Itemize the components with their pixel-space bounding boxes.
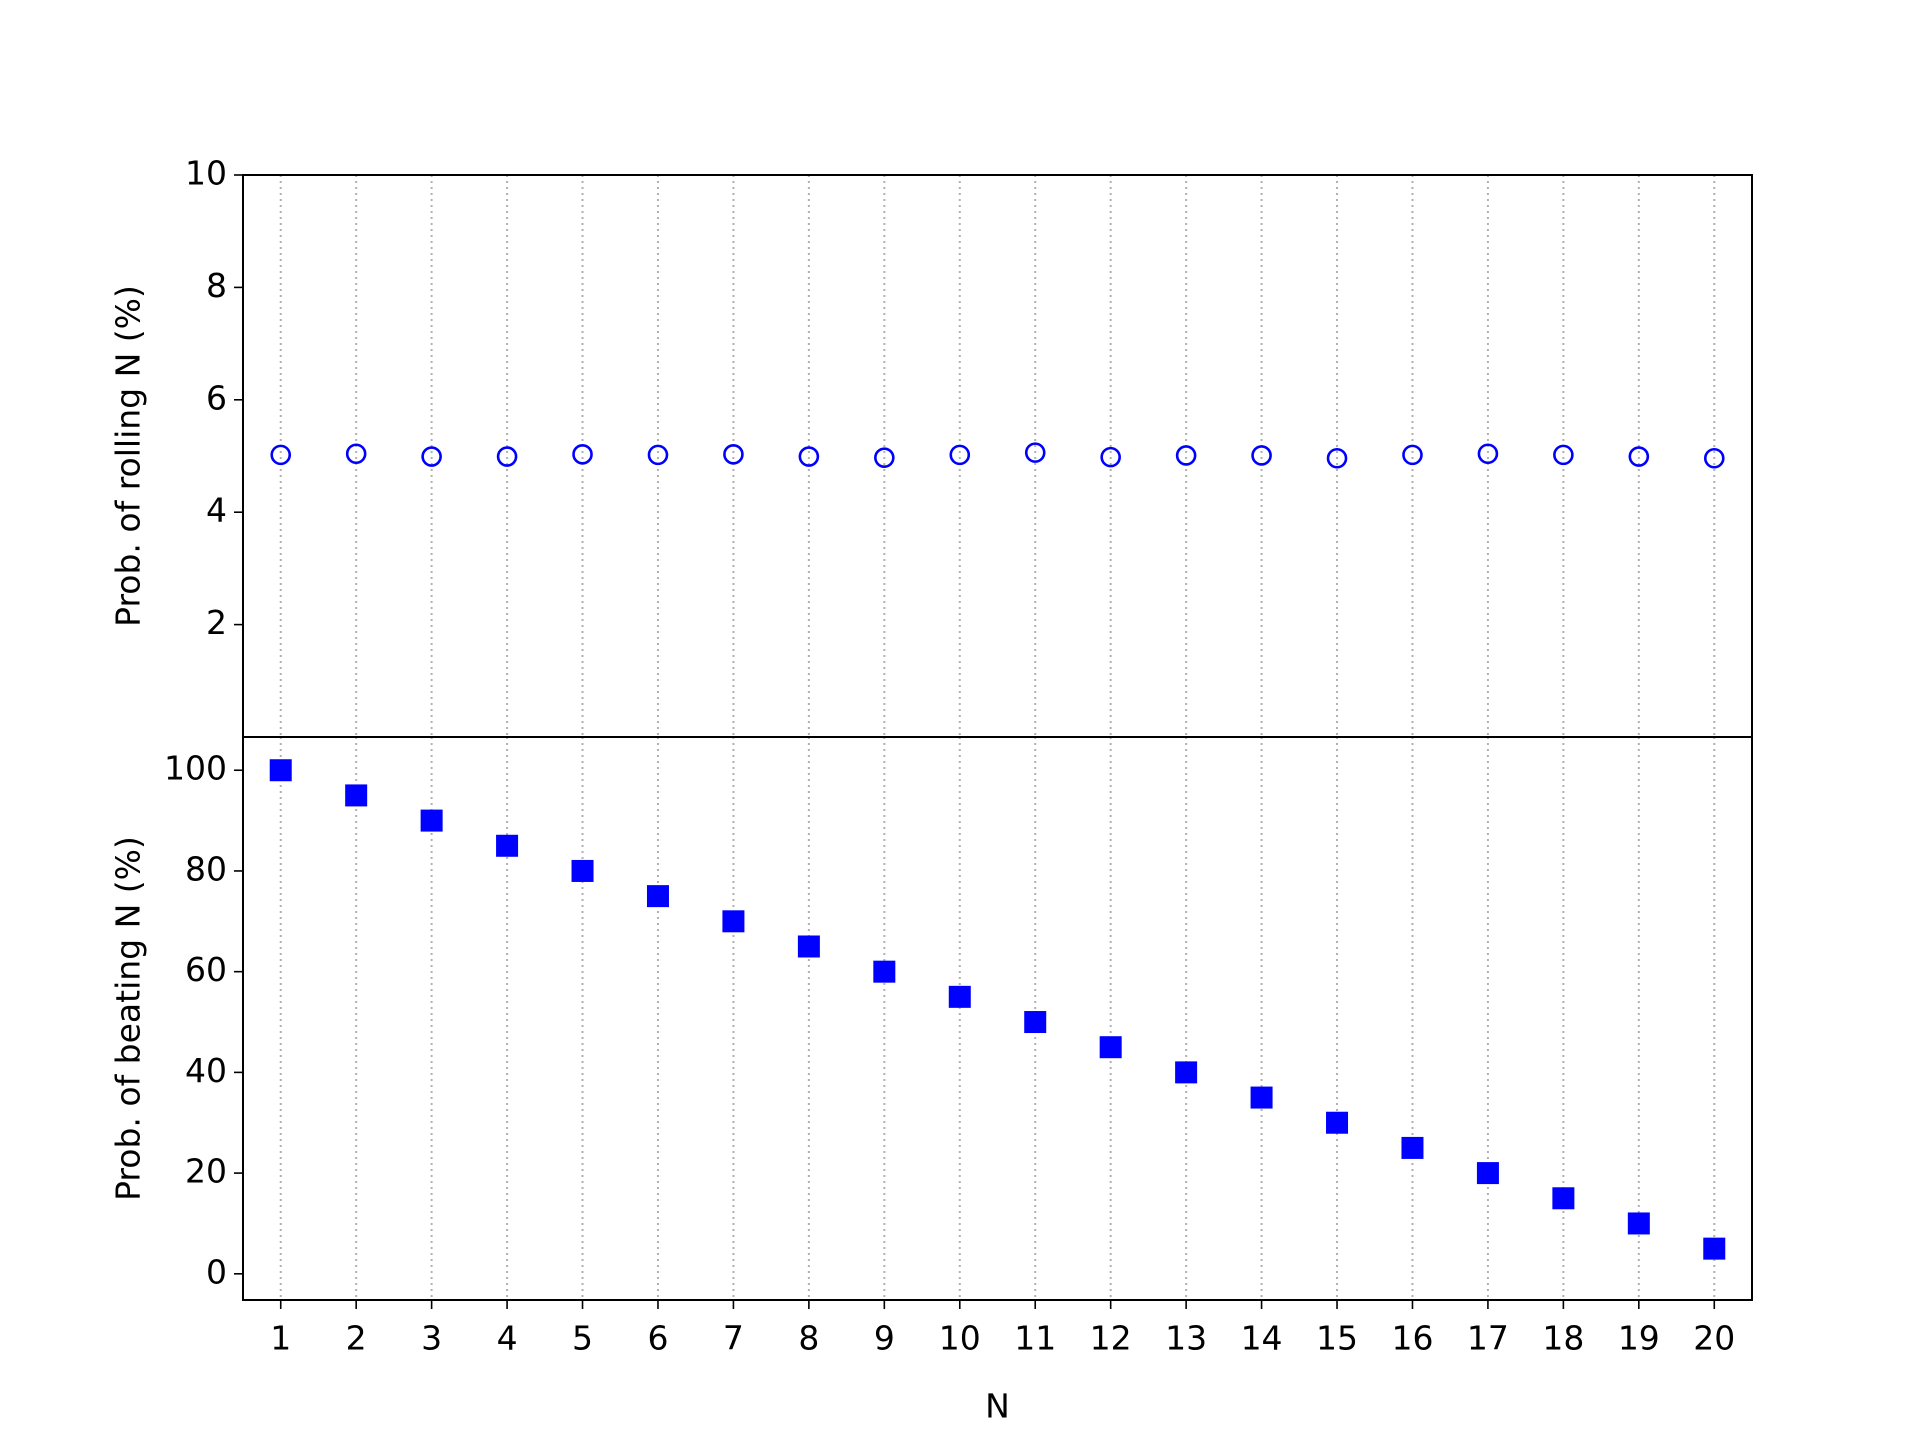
x-tick-label: 14 — [1241, 1319, 1283, 1358]
x-tick-label: 15 — [1316, 1319, 1358, 1358]
point — [1250, 1086, 1273, 1109]
point — [948, 985, 971, 1008]
point — [420, 809, 443, 832]
point — [1402, 444, 1423, 466]
point — [1476, 1162, 1499, 1185]
x-tick-label: 11 — [1014, 1319, 1056, 1358]
point — [1703, 447, 1725, 469]
point — [496, 834, 519, 857]
point — [1175, 445, 1197, 466]
x-tick-label: 2 — [346, 1319, 367, 1358]
x-tick-label: 19 — [1618, 1319, 1660, 1358]
point — [874, 447, 895, 468]
point — [270, 444, 292, 466]
point — [345, 784, 368, 807]
point — [873, 960, 896, 983]
point — [1024, 442, 1046, 463]
point — [723, 444, 744, 465]
point — [1326, 447, 1348, 469]
point — [949, 444, 971, 466]
point — [421, 446, 442, 467]
x-tick-label: 12 — [1090, 1319, 1132, 1358]
point — [269, 759, 292, 782]
y-axis-label: Prob. of beating N (%) — [109, 836, 148, 1201]
x-tick-label: 10 — [939, 1319, 981, 1358]
x-tick-label: 8 — [798, 1319, 819, 1358]
x-tick-label: 5 — [572, 1319, 593, 1358]
y-tick-label: 10 — [185, 154, 227, 193]
x-tick-label: 7 — [723, 1319, 744, 1358]
x-tick-label: 13 — [1165, 1319, 1207, 1358]
axes-frame — [242, 174, 1753, 738]
point — [345, 443, 367, 465]
y-tick-label: 4 — [206, 491, 227, 530]
y-tick-label: 2 — [206, 603, 227, 642]
point — [1024, 1011, 1047, 1034]
y-tick-label: 6 — [206, 378, 227, 417]
point — [1099, 1036, 1122, 1059]
point — [1552, 1187, 1575, 1210]
x-tick-label: 16 — [1391, 1319, 1433, 1358]
point — [1326, 1111, 1349, 1134]
y-tick-label: 20 — [185, 1152, 227, 1191]
point — [1251, 445, 1272, 466]
x-tick-label: 18 — [1542, 1319, 1584, 1358]
axes-frame — [242, 736, 1753, 1301]
point — [1628, 446, 1650, 467]
x-tick-label: 6 — [647, 1319, 668, 1358]
y-tick-label: 8 — [206, 266, 227, 305]
point — [797, 935, 820, 958]
point — [722, 910, 745, 933]
point — [647, 444, 669, 466]
y-tick-label: 0 — [206, 1252, 227, 1291]
point — [1100, 446, 1121, 468]
point — [1401, 1136, 1424, 1159]
point — [572, 444, 593, 465]
x-tick-label: 17 — [1467, 1319, 1509, 1358]
y-tick-label: 40 — [185, 1051, 227, 1090]
y-tick-label: 60 — [185, 950, 227, 989]
y-tick-label: 100 — [164, 749, 227, 788]
y-axis-label: Prob. of rolling N (%) — [109, 285, 148, 627]
x-tick-label: 1 — [270, 1319, 291, 1358]
point — [646, 885, 669, 908]
point — [1477, 443, 1499, 465]
x-tick-label: 3 — [421, 1319, 442, 1358]
x-tick-label: 4 — [497, 1319, 518, 1358]
point — [1175, 1061, 1198, 1084]
point — [798, 446, 820, 467]
point — [1553, 444, 1574, 466]
x-axis-label: N — [985, 1387, 1010, 1426]
x-tick-label: 9 — [874, 1319, 895, 1358]
x-tick-label: 20 — [1693, 1319, 1735, 1358]
point — [1627, 1212, 1650, 1235]
y-tick-label: 80 — [185, 849, 227, 888]
point — [1703, 1237, 1726, 1260]
point — [496, 446, 518, 467]
point — [571, 859, 594, 882]
